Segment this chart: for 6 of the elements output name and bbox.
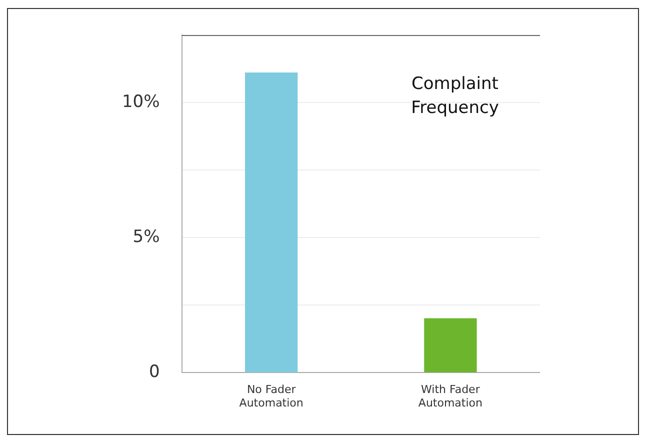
y-tick-label: 10% [122,92,160,112]
x-tick-label: With Fader Automation [418,383,482,410]
text: Complaint Frequency [410,73,500,120]
y-tick-label: 0 [148,362,160,382]
x-tick-label: No Fader Automation [239,383,304,410]
y-tick-label: 5% [132,226,160,247]
